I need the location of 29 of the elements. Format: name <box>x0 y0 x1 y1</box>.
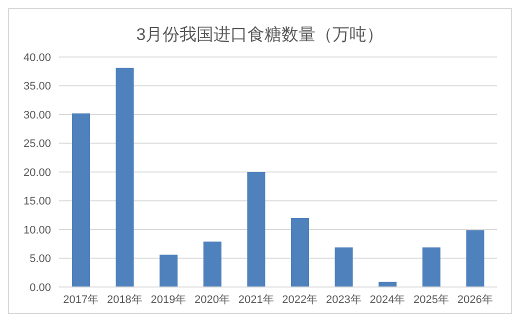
y-tick-label: 35.00 <box>23 80 51 93</box>
x-tick-label: 2017年 <box>63 294 99 306</box>
x-tick-label: 2024年 <box>370 294 406 306</box>
y-tick-label: 40.00 <box>23 52 51 64</box>
bar <box>422 247 440 287</box>
x-tick-label: 2020年 <box>194 294 230 306</box>
x-tick-label: 2018年 <box>106 294 142 306</box>
y-tick-label: 20.00 <box>23 166 51 179</box>
bar <box>72 113 90 287</box>
y-tick-label: 0.00 <box>30 282 51 294</box>
bar <box>116 68 134 287</box>
x-tick-label: 2019年 <box>150 294 186 306</box>
bar <box>466 230 484 287</box>
bar <box>334 247 353 287</box>
bar <box>291 218 309 287</box>
x-tick-label: 2022年 <box>282 294 318 306</box>
x-tick-label: 2021年 <box>238 294 274 306</box>
chart-title: 3月份我国进口食糖数量（万吨） <box>135 24 385 46</box>
y-tick-label: 10.00 <box>23 224 51 236</box>
y-tick-label: 25.00 <box>23 138 51 150</box>
bar <box>160 254 178 287</box>
bar <box>247 172 266 287</box>
y-tick-label: 5.00 <box>30 253 51 266</box>
x-tick-label: 2026年 <box>457 294 493 306</box>
x-tick-label: 2023年 <box>326 294 362 306</box>
x-tick-label: 2025年 <box>414 294 450 306</box>
bar <box>203 242 222 287</box>
y-tick-label: 30.00 <box>23 109 51 122</box>
y-tick-label: 15.00 <box>23 196 51 208</box>
